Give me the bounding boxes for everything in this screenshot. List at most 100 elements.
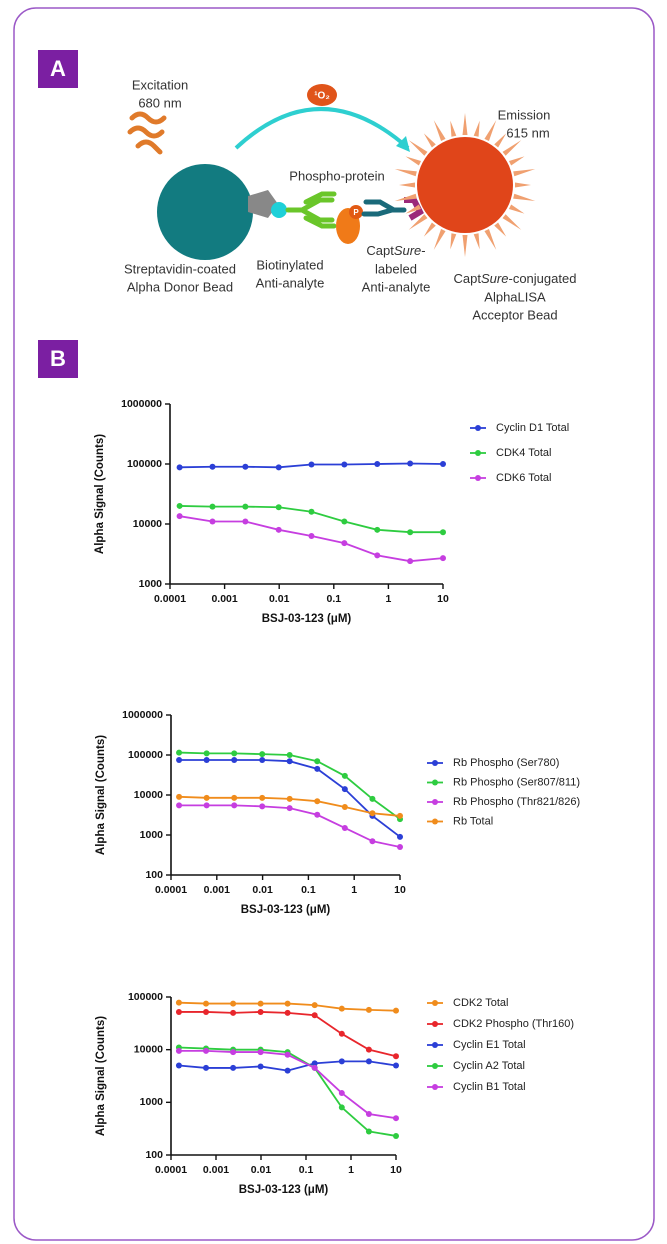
data-point: [257, 1049, 264, 1056]
label: Anti-analyte: [362, 279, 431, 294]
data-point: [338, 1030, 345, 1037]
data-point: [203, 756, 210, 763]
data-point: [393, 1062, 399, 1069]
oxygen-bubble: [307, 84, 337, 106]
label: CaptSure-conjugated: [454, 271, 577, 286]
y-axis-title: Alpha Signal (Counts): [95, 1016, 107, 1136]
data-point: [176, 464, 183, 471]
data-point: [369, 795, 376, 802]
data-point: [242, 518, 249, 525]
x-tick-label: 0.001: [204, 884, 230, 896]
label: AlphaLISA: [484, 289, 546, 304]
data-point: [257, 1000, 264, 1007]
data-point: [231, 750, 238, 757]
label: 680 nm: [138, 95, 181, 110]
data-point: [175, 1047, 182, 1054]
x-tick-label: 1: [385, 593, 391, 605]
legend-label: Rb Phospho (Ser807/811): [453, 776, 580, 788]
label: 615 nm: [506, 125, 549, 140]
data-point: [365, 1046, 372, 1053]
legend-marker: [432, 760, 438, 766]
ray: [394, 168, 417, 177]
data-point: [314, 758, 321, 765]
y-axis-title: Alpha Signal (Counts): [95, 735, 107, 855]
ray: [408, 214, 428, 230]
data-point: [341, 461, 348, 468]
ray: [494, 222, 507, 237]
legend-label: Cyclin B1 Total: [453, 1081, 526, 1093]
data-point: [314, 798, 321, 805]
data-point: [365, 1058, 372, 1065]
ray: [399, 182, 415, 188]
x-tick-label: 0.001: [211, 593, 237, 605]
data-point: [284, 1067, 291, 1074]
label-part: -conjugated: [508, 271, 576, 286]
data-point: [231, 802, 238, 809]
phospho-site: [349, 205, 363, 219]
ray: [394, 193, 417, 202]
data-point: [230, 1064, 237, 1071]
x-tick-label: 0.1: [299, 1164, 314, 1176]
label: Excitation: [132, 77, 188, 92]
y-tick-label: 1000: [140, 1096, 164, 1108]
data-point: [257, 1008, 264, 1015]
x-tick-label: 0.0001: [155, 1164, 187, 1176]
x-tick-label: 0.0001: [154, 593, 186, 605]
data-point: [176, 793, 183, 800]
data-point: [203, 1008, 210, 1015]
data-point: [365, 1128, 372, 1135]
data-point: [440, 555, 446, 562]
streptavidin: [248, 190, 278, 218]
data-point: [203, 794, 210, 801]
biotin: [271, 202, 287, 218]
legend-marker: [475, 425, 481, 431]
legend-marker: [432, 779, 438, 786]
y-tick-label: 1000000: [122, 709, 163, 721]
data-point: [286, 795, 293, 802]
data-point: [284, 1000, 291, 1007]
legend-label: Rb Phospho (Thr821/826): [453, 796, 580, 808]
data-point: [175, 999, 182, 1006]
x-axis-title: BSJ-03-123 (μM): [241, 904, 331, 916]
x-tick-label: 0.001: [203, 1164, 229, 1176]
data-point: [275, 526, 282, 533]
data-point: [341, 804, 348, 811]
x-tick-label: 0.1: [301, 884, 316, 896]
data-point: [203, 1047, 210, 1054]
data-point: [314, 811, 321, 818]
data-point: [203, 1000, 210, 1007]
label: Biotinylated: [256, 257, 323, 272]
x-tick-label: 1: [348, 1164, 354, 1176]
data-point: [175, 1008, 182, 1015]
ray: [423, 133, 436, 148]
ray: [484, 228, 497, 250]
data-point: [176, 749, 183, 756]
legend-marker: [432, 818, 438, 825]
data-point: [407, 558, 414, 565]
legend-marker: [475, 450, 481, 456]
data-point: [284, 1051, 291, 1058]
ray: [450, 120, 457, 137]
ray: [473, 233, 480, 250]
data-point: [393, 1115, 399, 1122]
ray: [462, 235, 468, 257]
ray: [450, 233, 457, 250]
data-point: [231, 794, 238, 801]
ray: [502, 214, 522, 230]
data-point: [209, 503, 216, 510]
y-tick-label: 10000: [134, 1043, 163, 1055]
data-point: [242, 503, 249, 510]
data-point: [338, 1104, 345, 1111]
data-point: [259, 756, 266, 763]
data-point: [393, 1132, 399, 1139]
data-point: [311, 1060, 318, 1067]
y-tick-label: 10000: [134, 789, 163, 801]
arrow-head: [396, 136, 410, 152]
data-point: [338, 1058, 345, 1065]
label: Phospho-protein: [289, 168, 384, 183]
data-point: [286, 752, 293, 758]
label: Alpha Donor Bead: [127, 279, 233, 294]
ray: [433, 120, 446, 142]
data-point: [397, 812, 403, 819]
donor-bead: [157, 164, 253, 260]
